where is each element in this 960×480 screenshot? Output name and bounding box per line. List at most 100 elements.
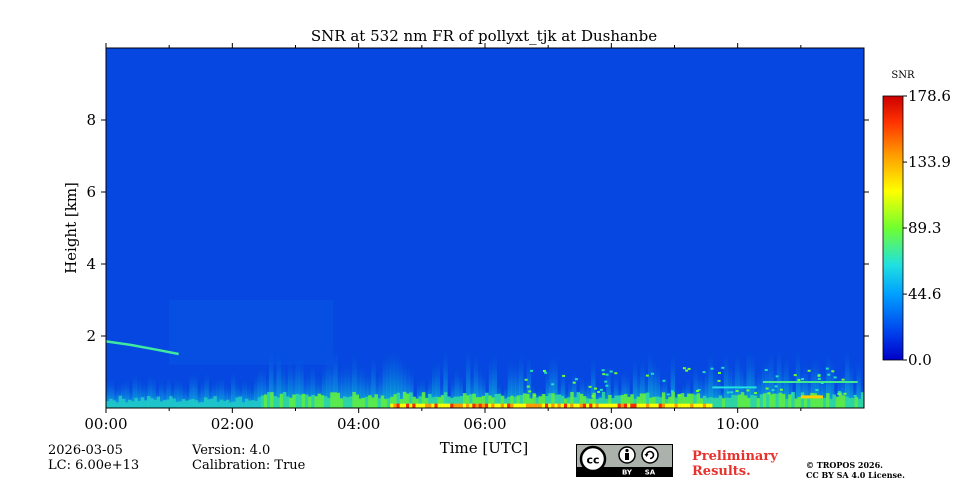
surface-cell [393,394,397,408]
cloud-speckle [765,387,769,390]
surface-cell [475,397,479,408]
surface-cell [304,394,309,408]
high-snr-cell [706,403,710,408]
bl-column [814,353,820,408]
bl-column [807,371,812,408]
surface-cell [623,394,628,408]
high-snr-cell [630,403,634,408]
footer-version: Version: 4.0 [192,443,271,458]
bl-column [640,355,645,408]
surface-cell [374,394,378,408]
surface-cell [485,392,489,408]
high-snr-cell [665,403,669,408]
surface-cell [301,393,306,408]
colorbar-tick-label: 178.6 [908,87,951,105]
cloud-speckle [726,391,730,394]
bl-column [655,360,660,408]
cloud-speckle [702,371,706,374]
high-snr-cell [671,403,675,408]
surface-cell [330,392,334,408]
surface-cell [649,397,653,408]
bl-column [443,345,448,408]
bl-column [318,374,323,408]
bl-column [428,373,433,408]
cloud-speckle [843,392,847,395]
high-snr-cell [450,403,454,408]
surface-cell [184,400,189,408]
surface-cell [421,392,426,408]
surface-cell [500,395,505,408]
surface-cell [854,397,858,408]
bl-column [382,350,388,408]
surface-cell [349,396,353,408]
high-snr-cell [428,403,432,408]
high-snr-cell [586,403,590,408]
surface-cell [147,396,151,408]
surface-cell [816,395,821,408]
bl-column [750,348,755,408]
high-snr-cell [687,403,691,408]
cloud-speckle [562,374,566,377]
bl-column [386,347,391,408]
surface-cell [769,394,773,408]
high-snr-cell [390,403,394,408]
high-snr-cell [693,403,697,408]
bl-column [735,347,740,408]
surface-cell [434,396,438,408]
high-snr-cell [440,403,444,408]
bl-column [466,343,471,408]
high-snr-cell [393,403,397,408]
high-snr-cell [402,403,407,408]
surface-cell [592,392,596,408]
surface-cell [346,397,350,408]
bl-column [291,362,297,408]
footer-calibration: Calibration: True [192,458,306,473]
bl-column [670,348,676,408]
footer-lc: LC: 6.00e+13 [48,458,140,473]
surface-cell [851,397,855,408]
high-snr-cell [573,403,577,408]
surface-cell [731,394,735,408]
bl-column [322,362,327,408]
high-snr-cell [677,403,681,408]
surface-cell [472,393,476,408]
cloud-speckle [614,372,618,375]
high-snr-cell [652,403,656,408]
surface-cell [620,394,625,408]
high-snr-cell [447,403,451,408]
bl-column [450,375,456,408]
cloud-speckle [533,394,537,397]
high-snr-cell [642,403,647,408]
bl-column [799,364,804,408]
high-snr-cell [557,403,561,408]
cloud-speckle [837,391,841,394]
cloud-speckle [717,371,721,374]
cloud-speckle [825,367,829,370]
surface-cell [383,398,388,408]
cc-text: cc [586,454,599,467]
surface-cell [466,395,470,408]
surface-cell [450,397,454,408]
bl-column [795,344,801,408]
cloud-speckle [767,392,771,395]
surface-cell [368,395,372,408]
bl-column [594,383,600,408]
copyright-line1: © TROPOS 2026. [806,460,883,470]
bl-column [348,361,353,408]
surface-cell [706,397,710,408]
high-snr-cell [545,403,549,408]
bl-column [803,359,808,408]
sa-icon [641,446,659,464]
high-snr-cell [415,403,419,408]
surface-cell [860,392,864,408]
surface-cell [737,394,742,408]
bl-column [776,343,782,408]
bl-column [723,347,729,408]
surface-cell [582,396,587,408]
bl-column [507,356,513,408]
high-snr-cell [491,403,495,408]
surface-cell [109,398,113,408]
layer-segment [800,395,823,399]
surface-cell [191,398,195,408]
surface-cell [791,391,795,408]
